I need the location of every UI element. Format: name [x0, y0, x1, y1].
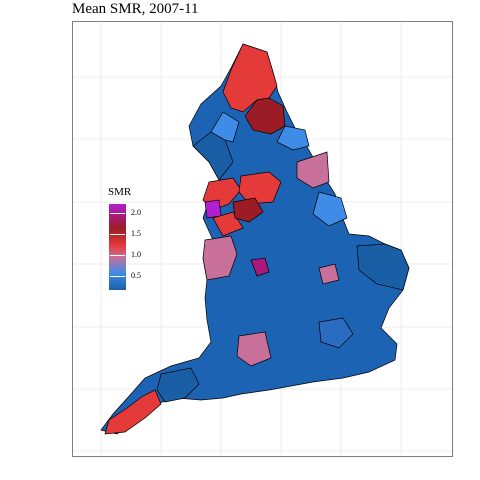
- region-stoke-magenta: [250, 257, 270, 277]
- legend-tick-label: 2.0: [131, 208, 141, 217]
- legend-title: SMR: [108, 186, 132, 198]
- legend-tick: [110, 255, 125, 256]
- region-durham: [244, 97, 286, 135]
- legend-tick: [110, 213, 125, 214]
- legend-tick-label: 0.5: [131, 271, 141, 280]
- map-panel: [72, 21, 453, 457]
- map-title: Mean SMR, 2007-11: [72, 1, 199, 17]
- region-devon: [156, 367, 200, 403]
- region-teesside: [276, 125, 310, 151]
- region-scarborough: [296, 151, 330, 189]
- region-manchester-red: [232, 197, 264, 223]
- region-east-yorkshire: [312, 191, 348, 227]
- legend-tick: [110, 234, 125, 235]
- legend-colorbar: [109, 204, 126, 290]
- map-svg: [73, 22, 452, 456]
- legend-tick-label: 1.5: [131, 229, 141, 238]
- region-yorks-red: [238, 171, 282, 205]
- legend-tick: [110, 276, 125, 277]
- region-cornwall: [104, 389, 162, 435]
- region-derby-pink: [318, 263, 340, 285]
- region-lakes: [210, 111, 240, 143]
- legend-tick-label: 1.0: [131, 250, 141, 259]
- region-norfolk: [356, 243, 410, 291]
- region-wales-border: [202, 235, 238, 281]
- england-map: [100, 43, 410, 435]
- region-london: [318, 317, 354, 349]
- region-wiltshire: [236, 331, 272, 367]
- region-merseyside-magenta: [204, 199, 222, 219]
